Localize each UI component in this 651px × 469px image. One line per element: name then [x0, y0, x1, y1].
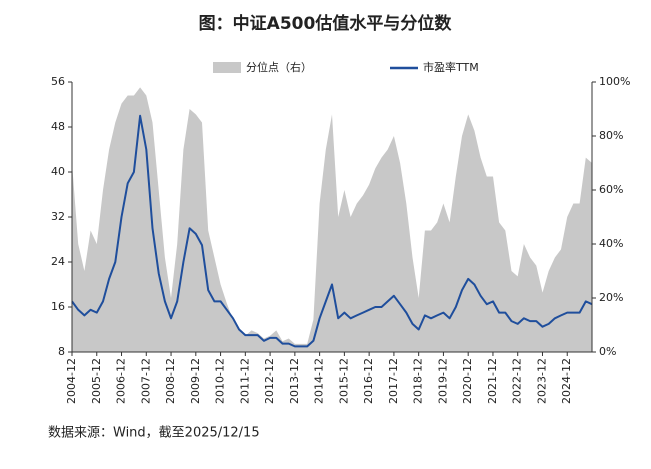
x-tick-label: 2019-12 [436, 358, 449, 404]
x-tick-label: 2016-12 [362, 358, 375, 404]
x-tick-label: 2009-12 [189, 358, 202, 404]
x-tick-label: 2008-12 [164, 358, 177, 404]
x-tick-label: 2023-12 [535, 358, 548, 404]
y-tick-label: 16 [51, 300, 65, 313]
y-tick-label: 8 [58, 345, 65, 358]
x-tick-label: 2012-12 [263, 358, 276, 404]
y2-tick-label: 20% [599, 291, 623, 304]
x-tick-label: 2018-12 [412, 358, 425, 404]
legend-label: 分位点（右） [246, 60, 312, 74]
y-tick-label: 48 [51, 120, 65, 133]
y2-tick-label: 0% [599, 345, 616, 358]
pe-line [71, 114, 593, 348]
x-tick-label: 2010-12 [214, 358, 227, 404]
x-tick-label: 2007-12 [139, 358, 152, 404]
x-tick-label: 2005-12 [90, 358, 103, 404]
y-tick-label: 56 [51, 75, 65, 88]
x-tick-label: 2004-12 [65, 358, 78, 404]
x-tick-label: 2015-12 [337, 358, 350, 404]
x-tick-label: 2022-12 [511, 358, 524, 404]
x-tick-label: 2020-12 [461, 358, 474, 404]
source-note: 数据来源：Wind，截至2025/12/15 [48, 426, 260, 441]
chart-title: 图：中证A500估值水平与分位数 [199, 13, 453, 34]
y2-tick-label: 40% [599, 237, 623, 250]
y-tick-label: 24 [51, 255, 65, 268]
legend-swatch [213, 62, 241, 73]
y2-tick-label: 60% [599, 183, 623, 196]
x-tick-label: 2006-12 [115, 358, 128, 404]
y-tick-label: 40 [51, 165, 65, 178]
x-tick-label: 2024-12 [560, 358, 573, 404]
x-tick-label: 2013-12 [288, 358, 301, 404]
x-tick-label: 2021-12 [486, 358, 499, 404]
x-tick-label: 2014-12 [313, 358, 326, 404]
legend-label: 市盈率TTM [423, 60, 479, 74]
x-tick-label: 2017-12 [387, 358, 400, 404]
x-tick-label: 2011-12 [238, 358, 251, 404]
y2-tick-label: 100% [599, 75, 630, 88]
percentile-area [72, 87, 592, 353]
y-tick-label: 32 [51, 210, 65, 223]
y2-tick-label: 80% [599, 129, 623, 142]
